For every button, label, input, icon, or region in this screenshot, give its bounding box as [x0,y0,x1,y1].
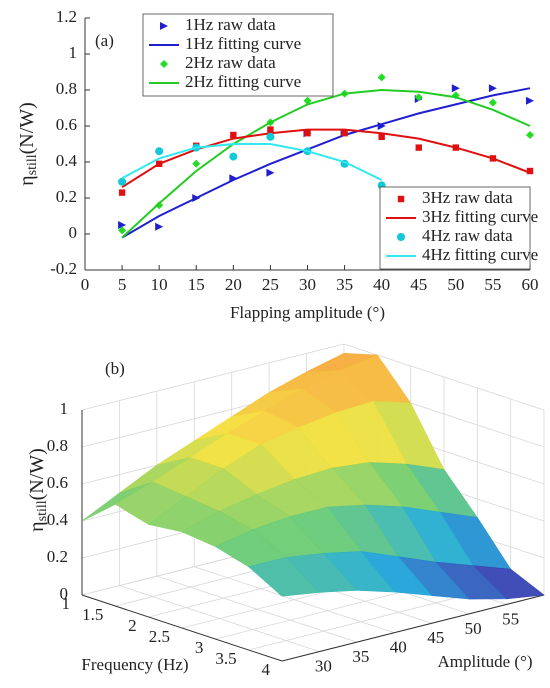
y-tick-label: 0.6 [56,115,77,134]
y-axis-label: ηstill(N/W) [16,102,41,186]
y-tick-label: -0.2 [50,259,77,278]
x-tick-label: 3.5 [215,649,236,668]
y-tick-label: 1.2 [56,7,77,26]
panel-label: (b) [105,359,125,378]
fit-curve [121,87,531,239]
x-axis-label: Flapping amplitude (°) [230,303,385,322]
z-tick-label: 0.4 [47,510,69,529]
data-point [266,132,275,141]
y-tick-label: 40 [390,638,407,657]
label-part: still [35,500,50,521]
legend-swatch [397,233,405,241]
fit-curve [121,88,531,239]
z-tick-label: 0.8 [47,436,68,455]
grid-line [81,343,345,411]
data-point [378,133,385,140]
data-point [266,168,275,177]
x-tick-label: 45 [410,275,427,294]
x-tick-label: 55 [484,275,501,294]
x-tick-label: 10 [151,275,168,294]
fit-curve [121,143,383,181]
panel-label: (a) [95,31,114,50]
data-point [304,130,311,137]
y-tick-label: 35 [352,647,369,666]
z-tick-label: 0.2 [47,547,68,566]
y-tick-label: 45 [427,628,444,647]
fit-curve [121,128,531,189]
legend-swatch [397,195,405,203]
data-point [155,222,164,231]
legend-label: 2Hz fitting curve [185,72,301,91]
x-tick-label: 1 [62,594,71,613]
data-point [118,177,127,186]
data-point [155,147,164,156]
y-tick-label: 55 [502,609,519,628]
x-tick-label: 4 [262,660,271,679]
data-point [526,96,534,105]
y-tick-label: 30 [315,656,332,675]
data-point [192,159,201,168]
x-tick-label: 1.5 [82,605,103,624]
y-axis-label: Amplitude (°) [437,652,532,671]
surface-cell [248,556,321,597]
label-part: η [16,175,38,185]
y-tick-label: 0.8 [56,79,77,98]
x-tick-label: 15 [188,275,205,294]
x-tick-label: 40 [373,275,390,294]
z-tick-label: 0 [60,584,69,603]
data-point [415,144,422,151]
data-point [451,84,460,93]
z-tick-label: 1 [60,399,69,418]
x-tick-label: 5 [118,275,127,294]
data-point [229,152,238,161]
x-tick-label: 60 [522,275,539,294]
data-point [526,131,534,139]
data-point [341,130,348,137]
y-tick-label: 50 [465,619,482,638]
data-point [155,201,164,210]
legend-swatch [160,22,168,30]
x-tick-label: 50 [447,275,464,294]
y-tick-label: 0.2 [56,187,77,206]
y-tick-label: 0 [69,223,78,242]
data-point [118,189,126,196]
y-tick-label: 1 [69,43,78,62]
legend-label: 1Hz raw data [185,15,276,34]
z-tick-label: 0.6 [47,473,68,492]
label-part: (N/W) [26,448,48,500]
legend-swatch [160,60,168,68]
x-tick-label: 20 [225,275,242,294]
legend-label: 3Hz fitting curve [422,207,538,226]
label-part: η [26,521,48,531]
axis-line [281,594,545,662]
data-point [230,131,237,139]
x-tick-label: 2.5 [149,627,170,646]
data-point [267,126,274,133]
legend-label: 1Hz fitting curve [185,34,301,53]
y-axis-label: ηstill(N/W) [26,448,51,532]
data-point [377,73,386,82]
x-tick-label: 35 [336,275,353,294]
x-tick-label: 3 [195,638,204,657]
legend-label: 2Hz raw data [185,53,276,72]
x-tick-label: 25 [262,275,279,294]
data-point [118,226,127,235]
legend-label: 3Hz raw data [422,188,513,207]
label-part: still [25,154,40,175]
label-part: (N/W) [16,102,38,154]
data-point [414,93,423,102]
legend-label: 4Hz fitting curve [422,245,538,264]
x-tick-label: 2 [128,616,137,635]
x-tick-label: 0 [81,275,90,294]
data-point [488,98,497,107]
x-axis-label: Frequency (Hz) [81,655,188,674]
data-point [118,221,127,229]
axis-line [81,594,283,662]
legend-label: 4Hz raw data [422,226,513,245]
y-tick-label: 0.4 [56,151,78,170]
data-point [488,84,497,93]
x-tick-label: 30 [299,275,316,294]
